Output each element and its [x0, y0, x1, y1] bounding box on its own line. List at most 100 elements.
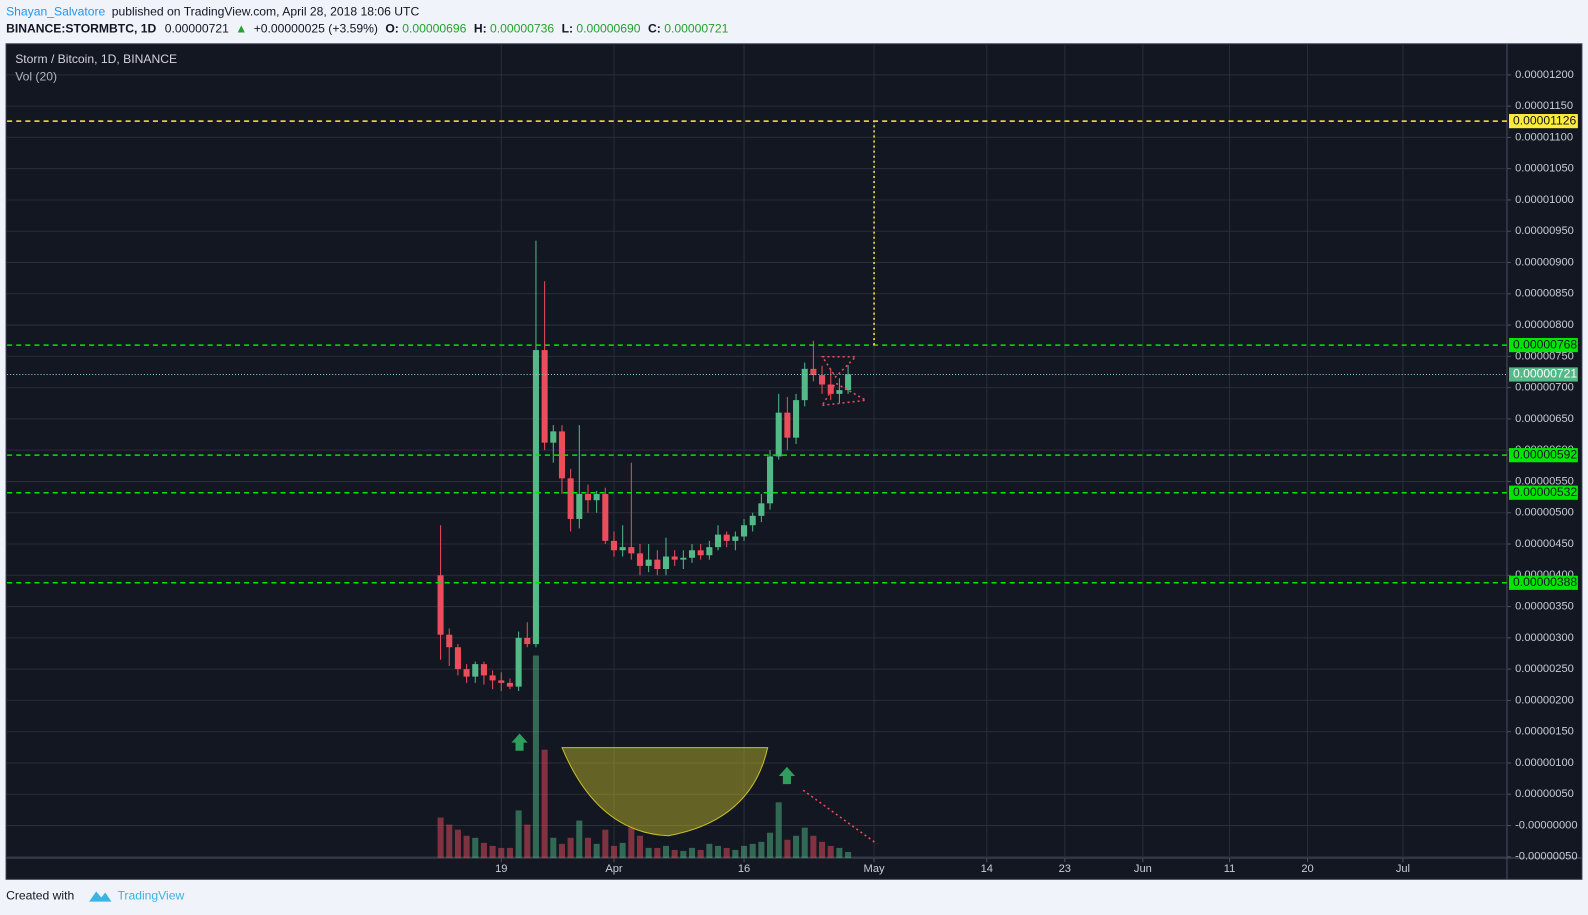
candle-body — [446, 634, 453, 648]
cup-drawing — [561, 747, 769, 837]
volume-bar — [758, 841, 765, 859]
price-tag — [1509, 485, 1578, 500]
header-line-2: BINANCE:STORMBTC, 1D 0.00000721 ▲ +0.000… — [6, 22, 729, 36]
x-tick-label: Jul — [1396, 863, 1410, 875]
volume-bar — [506, 847, 513, 859]
y-tick-label: 0.00000200 — [1515, 694, 1574, 706]
candle-body — [749, 515, 756, 526]
candle-body — [576, 493, 583, 519]
y-tick-label: 0.00001050 — [1515, 163, 1574, 175]
price-tag-label: 0.00000532 — [1513, 485, 1577, 499]
y-tick-label: 0.00000950 — [1515, 225, 1574, 237]
candle-body — [793, 400, 800, 438]
candle-body — [801, 368, 808, 401]
y-tick-label: 0.00000750 — [1515, 350, 1574, 362]
x-tick-label: 23 — [1059, 863, 1071, 875]
candle-body — [489, 675, 496, 681]
candle-body — [836, 390, 843, 394]
volume-bar — [558, 843, 565, 859]
volume-bar — [697, 849, 704, 859]
volume-bar — [437, 817, 444, 859]
candle-body — [680, 557, 687, 560]
x-tick-label: 16 — [738, 863, 750, 875]
candle-body — [498, 680, 505, 683]
y-tick-label: 0.00000650 — [1515, 413, 1574, 425]
volume-bar — [584, 837, 592, 859]
volume-bar — [671, 849, 678, 859]
volume-bar — [610, 845, 618, 859]
x-tick-label: 19 — [495, 863, 507, 875]
x-tick-label: 20 — [1301, 863, 1313, 875]
arrow: ▲ — [235, 22, 247, 36]
last: 0.00000721 — [165, 22, 229, 36]
y-tick-label: 0.00000150 — [1515, 726, 1574, 738]
l-label: L: — [562, 22, 573, 36]
candle-body — [567, 478, 574, 519]
volume-bar — [463, 835, 470, 859]
candle-body — [810, 368, 817, 376]
volume-bar — [723, 847, 730, 859]
candle-body — [463, 669, 470, 677]
volume-bar — [688, 847, 696, 859]
y-tick-label: 0.00001100 — [1515, 131, 1573, 143]
candle-body — [584, 493, 592, 501]
volume-bar — [740, 845, 748, 859]
footer-created: Created with — [6, 889, 74, 903]
candle-body — [662, 556, 670, 570]
x-tick-label: Jun — [1134, 863, 1152, 875]
y-tick-label: 0.00000100 — [1515, 757, 1574, 769]
symbol: BINANCE:STORMBTC, 1D — [6, 22, 156, 36]
y-tick-label: 0.00000850 — [1515, 288, 1574, 300]
x-tick-label: 11 — [1224, 863, 1236, 875]
chart-title: Storm / Bitcoin, 1D, BINANCE — [15, 52, 177, 66]
drawings — [511, 355, 878, 845]
candle-body — [593, 493, 600, 501]
trend-drawing — [802, 789, 878, 845]
y-tick-label: 0.00000550 — [1515, 475, 1574, 487]
volume-bar — [680, 850, 687, 859]
volume-bar — [567, 837, 574, 859]
y-tick-label: 0.00000450 — [1515, 538, 1574, 550]
price-tag — [1509, 448, 1578, 463]
header-line-1: Shayan_Salvatore published on TradingVie… — [6, 5, 419, 19]
volume-bar — [454, 829, 461, 859]
triangle-drawing — [820, 355, 869, 407]
candle-body — [688, 550, 696, 558]
y-tick-label: 0.00000800 — [1515, 319, 1574, 331]
candle-body — [671, 556, 678, 560]
y-tick-label: -0.00000050 — [1515, 851, 1577, 863]
candle-body — [645, 559, 652, 566]
labels: 0.00001200 0.00001150 0.00001100 0.00001050… — [495, 69, 1578, 875]
volume-bar — [793, 835, 800, 859]
candle-body — [558, 431, 565, 479]
price-tag-label: 0.00000592 — [1513, 447, 1577, 461]
volume-bar — [749, 843, 756, 859]
price-tag — [1509, 575, 1578, 590]
price-tag-label: 0.00000721 — [1513, 367, 1577, 381]
volume-bar — [489, 845, 496, 859]
volume-bar — [775, 802, 782, 859]
author[interactable]: Shayan_Salvatore — [6, 5, 105, 19]
change: +0.00000025 (+3.59%) — [254, 22, 378, 36]
price-tag — [1509, 337, 1578, 353]
volume-bar — [532, 655, 539, 859]
h: 0.00000736 — [490, 22, 554, 36]
price-tag-label: 0.00000768 — [1513, 337, 1577, 351]
up-arrow — [778, 766, 796, 785]
candle-body — [532, 350, 539, 645]
h-label: H: — [474, 22, 487, 36]
chart-frame — [5, 43, 1583, 880]
volume-bar — [732, 849, 739, 859]
candle-body — [845, 374, 852, 391]
y-tick-label: 0.00000900 — [1515, 256, 1574, 268]
o: 0.00000696 — [402, 22, 466, 36]
candle-body — [723, 534, 730, 541]
volume-bar — [706, 843, 713, 859]
y-tick-label: 0.00000300 — [1515, 632, 1574, 644]
price-tag-label: 0.00000388 — [1513, 575, 1577, 589]
volume-bar — [645, 847, 652, 859]
volume-bar — [576, 820, 583, 859]
footer-brand[interactable]: TradingView — [117, 889, 184, 903]
volume-bar — [819, 841, 826, 859]
